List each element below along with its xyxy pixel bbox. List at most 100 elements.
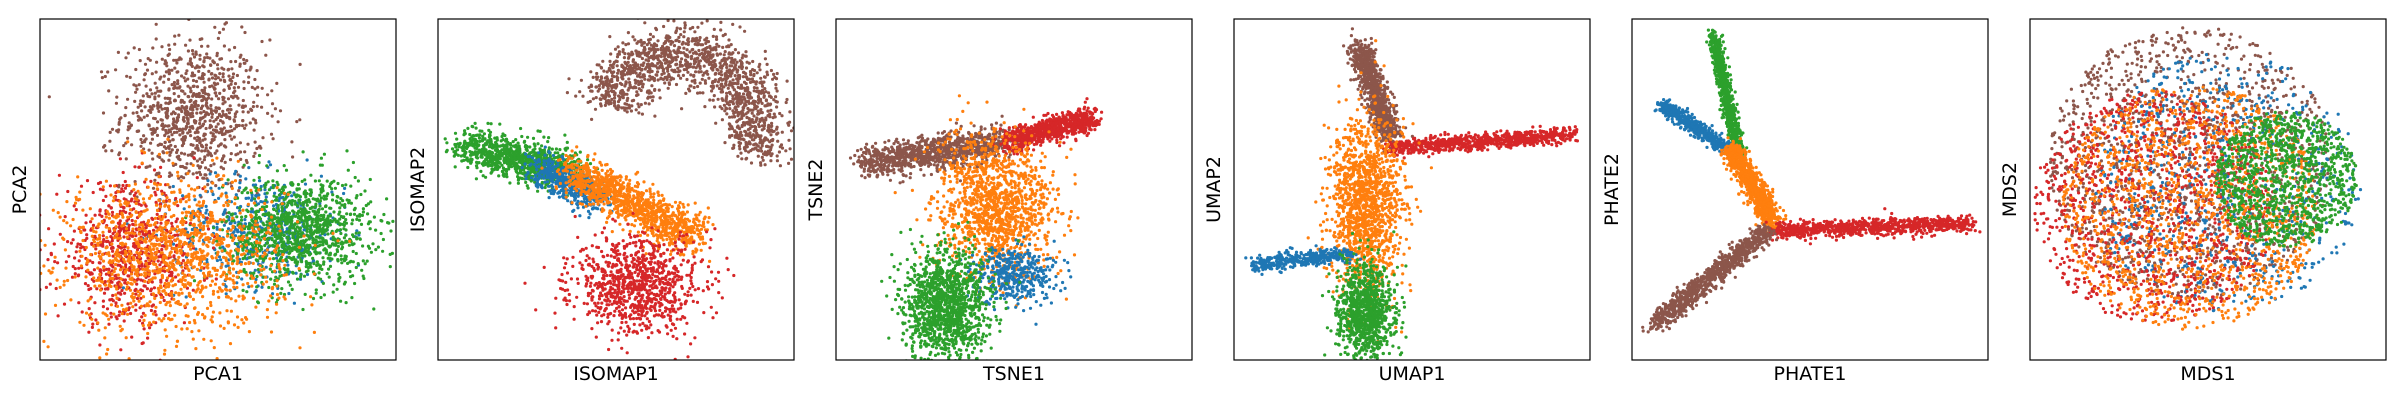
data-point bbox=[157, 174, 161, 179]
data-point bbox=[157, 94, 161, 98]
data-point bbox=[151, 303, 155, 307]
data-point bbox=[208, 270, 212, 274]
data-point bbox=[287, 216, 291, 220]
data-point bbox=[168, 254, 172, 258]
data-point bbox=[206, 179, 210, 183]
data-point bbox=[161, 258, 165, 262]
data-point bbox=[203, 149, 207, 153]
data-point bbox=[104, 194, 108, 198]
data-point bbox=[320, 229, 324, 233]
data-point bbox=[200, 144, 204, 148]
data-point bbox=[79, 264, 83, 268]
data-point bbox=[273, 224, 277, 229]
data-point bbox=[295, 277, 300, 281]
data-point bbox=[302, 243, 306, 247]
data-point bbox=[100, 219, 104, 224]
data-point bbox=[637, 87, 641, 91]
data-point bbox=[162, 151, 166, 155]
data-point bbox=[175, 217, 179, 221]
data-point bbox=[267, 299, 271, 303]
data-point bbox=[123, 270, 127, 275]
data-point bbox=[330, 198, 335, 202]
points-layer bbox=[17, 19, 395, 360]
data-point bbox=[156, 238, 160, 242]
data-point bbox=[231, 212, 235, 216]
data-point bbox=[276, 251, 280, 255]
data-point bbox=[159, 165, 163, 169]
data-point bbox=[152, 286, 156, 290]
data-point bbox=[123, 179, 127, 184]
data-point bbox=[198, 57, 202, 61]
data-point bbox=[272, 194, 276, 198]
data-point bbox=[155, 250, 159, 254]
data-point bbox=[113, 184, 117, 188]
data-point bbox=[65, 200, 69, 204]
data-point bbox=[212, 138, 216, 142]
data-point bbox=[211, 219, 215, 223]
data-point bbox=[175, 130, 179, 134]
data-point bbox=[220, 262, 224, 266]
data-point bbox=[215, 129, 219, 133]
data-point bbox=[191, 163, 195, 167]
data-point bbox=[769, 159, 773, 163]
data-point bbox=[166, 124, 170, 128]
data-point bbox=[166, 183, 170, 187]
data-point bbox=[126, 215, 130, 219]
data-point bbox=[161, 159, 166, 163]
data-point bbox=[195, 176, 199, 180]
data-point bbox=[311, 241, 315, 245]
data-point bbox=[97, 328, 101, 332]
data-point bbox=[275, 279, 279, 283]
data-point bbox=[139, 304, 144, 308]
data-point bbox=[265, 315, 270, 319]
data-point bbox=[300, 210, 304, 214]
data-point bbox=[227, 48, 231, 52]
data-point bbox=[17, 240, 20, 243]
data-point bbox=[118, 219, 122, 223]
data-point bbox=[182, 220, 186, 224]
data-point bbox=[345, 212, 349, 216]
data-point bbox=[148, 105, 152, 109]
data-point bbox=[53, 260, 57, 264]
data-point bbox=[301, 203, 305, 207]
data-point bbox=[269, 231, 273, 236]
data-point bbox=[342, 236, 346, 240]
data-point bbox=[148, 235, 152, 239]
data-point bbox=[731, 78, 735, 82]
data-point bbox=[333, 186, 337, 190]
data-point bbox=[210, 233, 214, 237]
data-point bbox=[204, 285, 208, 289]
data-point bbox=[338, 275, 342, 280]
data-point bbox=[152, 168, 157, 172]
data-point bbox=[193, 188, 197, 192]
data-point bbox=[307, 214, 312, 218]
data-point bbox=[219, 194, 223, 198]
data-point bbox=[157, 215, 161, 219]
data-point bbox=[168, 304, 172, 308]
data-point bbox=[180, 217, 185, 221]
data-point bbox=[248, 250, 252, 254]
data-point bbox=[711, 98, 715, 102]
data-point bbox=[132, 295, 136, 299]
data-point bbox=[323, 233, 327, 237]
data-point bbox=[290, 219, 294, 223]
data-point bbox=[186, 110, 190, 114]
data-point bbox=[124, 231, 128, 235]
data-point bbox=[389, 229, 393, 233]
data-point bbox=[111, 199, 115, 203]
data-point bbox=[186, 314, 190, 318]
data-point bbox=[88, 207, 92, 211]
data-point bbox=[280, 202, 284, 206]
data-point bbox=[647, 56, 651, 60]
data-point bbox=[153, 91, 157, 95]
data-point bbox=[166, 96, 170, 100]
data-point bbox=[132, 267, 136, 272]
data-point bbox=[247, 330, 251, 334]
data-point bbox=[143, 180, 147, 184]
data-point bbox=[163, 107, 167, 111]
data-point bbox=[114, 215, 119, 219]
data-point bbox=[239, 157, 243, 161]
data-point bbox=[34, 327, 37, 330]
data-point bbox=[134, 292, 138, 296]
data-point bbox=[204, 211, 208, 215]
